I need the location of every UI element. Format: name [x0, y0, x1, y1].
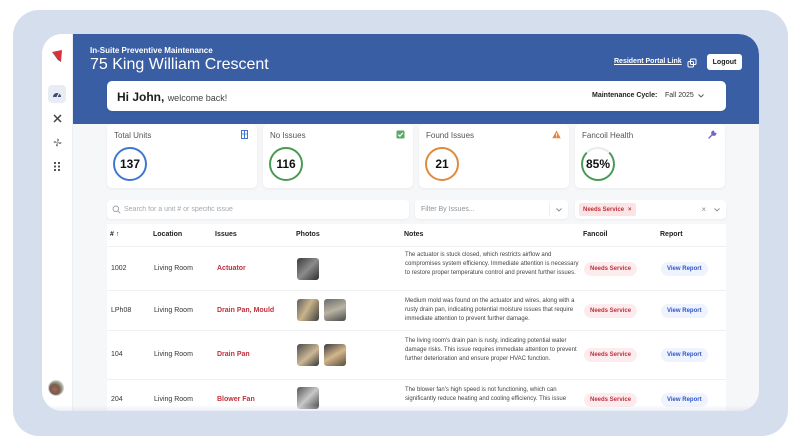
- unit-number: 1002: [111, 265, 127, 272]
- filter-chip-needs-service: Needs Service ×: [579, 203, 636, 216]
- stat-card-no-issues: No Issues 116: [263, 124, 413, 188]
- search-bar: [107, 200, 409, 219]
- stat-card-total-units: Total Units 137: [107, 124, 257, 188]
- search-input[interactable]: [124, 202, 404, 217]
- device-frame: In-Suite Preventive Maintenance 75 King …: [13, 10, 788, 436]
- greeting-name: Hi John,: [117, 90, 165, 104]
- photo-thumbnail[interactable]: [297, 344, 319, 366]
- sidebar-item-tools[interactable]: [48, 109, 66, 127]
- page-subtitle: In-Suite Preventive Maintenance: [90, 46, 213, 55]
- grid-dots-icon: [54, 161, 60, 171]
- fancoil-status-badge: Needs Service: [584, 393, 638, 407]
- photo-thumbnail[interactable]: [297, 299, 319, 321]
- issue-label: Actuator: [217, 265, 246, 272]
- scroll-fade: [42, 405, 759, 411]
- photo-thumbnail[interactable]: [324, 344, 346, 366]
- stat-card-found-issues: Found Issues 21: [419, 124, 569, 188]
- notes: The actuator is stuck closed, which rest…: [405, 252, 579, 276]
- stat-value-ring: 21: [425, 147, 459, 181]
- photo-thumbnail[interactable]: [297, 258, 319, 280]
- stat-label: Fancoil Health: [582, 131, 634, 140]
- maintenance-cycle-label: Maintenance Cycle:: [592, 92, 658, 99]
- notes: The living room's drain pan is rusty, in…: [405, 338, 577, 362]
- location: Living Room: [154, 396, 193, 403]
- check-square-icon: [396, 130, 405, 139]
- column-header-location: Location: [153, 231, 183, 238]
- tools-icon: [52, 113, 62, 123]
- issue-label: Drain Pan, Mould: [217, 307, 275, 314]
- issue-filter-select[interactable]: Filter By Issues...: [415, 200, 568, 219]
- unit-number: 204: [111, 396, 123, 403]
- stat-label: No Issues: [270, 131, 306, 140]
- sidebar-item-fan[interactable]: [48, 133, 66, 151]
- external-link-icon[interactable]: [687, 58, 697, 68]
- fancoil-status-badge: Needs Service: [584, 348, 638, 362]
- stat-card-fancoil-health: Fancoil Health 85%: [575, 124, 725, 188]
- table-row[interactable]: LPh08 Living Room Drain Pan, Mould Mediu…: [107, 290, 726, 330]
- table-row[interactable]: 1002 Living Room Actuator The actuator i…: [107, 246, 726, 290]
- view-report-button[interactable]: View Report: [661, 348, 708, 362]
- unit-number: 104: [111, 351, 123, 358]
- issue-filter-placeholder: Filter By Issues...: [421, 206, 475, 213]
- fancoil-status-badge: Needs Service: [584, 262, 638, 276]
- maintenance-cycle-select[interactable]: Fall 2025: [665, 92, 694, 99]
- notes: Medium mold was found on the actuator an…: [405, 298, 575, 322]
- sidebar-item-dashboard[interactable]: [48, 85, 66, 103]
- unit-number: LPh08: [111, 307, 132, 314]
- stat-label: Total Units: [114, 131, 152, 140]
- warning-icon: [552, 130, 561, 139]
- greeting: Hi John, welcome back!: [117, 90, 227, 104]
- fancoil-status-badge: Needs Service: [584, 304, 638, 318]
- chevron-down-icon[interactable]: [555, 206, 563, 214]
- view-report-button[interactable]: View Report: [661, 393, 708, 407]
- location: Living Room: [154, 307, 193, 314]
- notes: The blower fan's high speed is not funct…: [405, 387, 567, 402]
- clear-icon[interactable]: ×: [701, 205, 706, 214]
- wrench-icon: [708, 130, 717, 139]
- welcome-bar: Hi John, welcome back! Maintenance Cycle…: [107, 81, 726, 111]
- location: Living Room: [154, 351, 193, 358]
- search-icon: [112, 205, 121, 214]
- logout-button[interactable]: Logout: [707, 54, 742, 70]
- stat-value-ring: 116: [269, 147, 303, 181]
- gauge-icon: [53, 93, 61, 98]
- issue-label: Blower Fan: [217, 396, 255, 403]
- photo-thumbnail[interactable]: [297, 387, 319, 409]
- column-header-notes: Notes: [404, 231, 424, 238]
- status-filter-select[interactable]: Needs Service × ×: [575, 200, 726, 219]
- logo-icon: [52, 50, 62, 62]
- column-header-issues: Issues: [215, 231, 237, 238]
- sidebar-item-more[interactable]: [48, 157, 66, 175]
- column-header-unit[interactable]: # ↑: [110, 231, 120, 238]
- units-table: # ↑ Location Issues Photos Notes Fancoil…: [107, 224, 726, 411]
- resident-portal-link[interactable]: Resident Portal Link: [614, 58, 682, 65]
- photo-thumbnail[interactable]: [324, 299, 346, 321]
- chip-remove-icon[interactable]: ×: [628, 206, 632, 213]
- building-icon: [241, 130, 248, 139]
- table-row[interactable]: 204 Living Room Blower Fan The blower fa…: [107, 379, 726, 411]
- page-title: 75 King William Crescent: [90, 56, 269, 73]
- divider: [549, 203, 550, 216]
- view-report-button[interactable]: View Report: [661, 262, 708, 276]
- table-row[interactable]: 104 Living Room Drain Pan The living roo…: [107, 330, 726, 379]
- app-screen: In-Suite Preventive Maintenance 75 King …: [42, 34, 759, 411]
- location: Living Room: [154, 265, 193, 272]
- chip-label: Needs Service: [583, 206, 625, 213]
- avatar[interactable]: [48, 380, 64, 396]
- column-header-fancoil: Fancoil: [583, 231, 608, 238]
- fan-icon: [53, 138, 61, 146]
- stat-value-ring: 85%: [581, 147, 615, 181]
- issue-label: Drain Pan: [217, 351, 250, 358]
- sidebar: [42, 34, 73, 411]
- column-header-photos: Photos: [296, 231, 320, 238]
- view-report-button[interactable]: View Report: [661, 304, 708, 318]
- column-header-report: Report: [660, 231, 683, 238]
- chevron-down-icon[interactable]: [713, 206, 721, 214]
- chevron-down-icon[interactable]: [697, 92, 705, 100]
- greeting-message: welcome back!: [167, 93, 228, 103]
- table-header: # ↑ Location Issues Photos Notes Fancoil…: [107, 224, 726, 246]
- stat-label: Found Issues: [426, 131, 475, 140]
- stat-value-ring: 137: [113, 147, 147, 181]
